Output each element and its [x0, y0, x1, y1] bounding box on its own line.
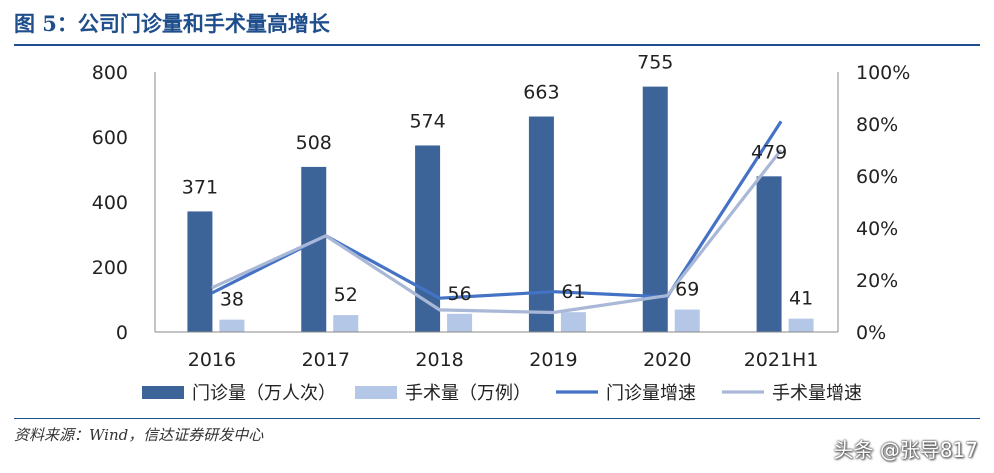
bar-surgery-2017 — [333, 315, 359, 332]
data-label-outpatient-2021H1: 479 — [751, 141, 787, 163]
data-label-surgery-2020: 69 — [675, 279, 699, 301]
data-label-outpatient-2018: 574 — [409, 110, 445, 132]
line-surgery-growth — [211, 149, 783, 315]
y-left-tick-label: 400 — [92, 192, 128, 214]
axes-layer: 0 200 400 600 800 0% 20% 40% 60% 80% 100% 2016 2017 2… — [92, 62, 911, 371]
bar-outpatient-2016 — [187, 211, 213, 332]
bar-surgery-2016 — [219, 319, 245, 332]
bar-outpatient-2017 — [301, 166, 327, 332]
x-tick-label: 2017 — [302, 349, 350, 371]
bar-outpatient-2018 — [415, 145, 441, 332]
data-label-outpatient-2016: 371 — [182, 176, 218, 198]
data-label-surgery-2019: 61 — [561, 281, 585, 303]
y-right-tick-label: 20% — [856, 270, 898, 292]
y-left-tick-label: 200 — [92, 257, 128, 279]
data-label-surgery-2021H1: 41 — [789, 288, 813, 310]
legend: 门诊量（万人次） 手术量（万例） 门诊量增速 手术量增速 — [142, 383, 862, 404]
legend-item-3: 门诊量增速 — [556, 383, 696, 404]
legend-label: 手术量增速 — [772, 383, 862, 404]
title-divider — [14, 44, 980, 46]
data-label-surgery-2018: 56 — [447, 283, 471, 305]
bar-surgery-2020 — [674, 309, 700, 332]
bar-outpatient-2020 — [642, 86, 668, 332]
legend-swatch — [142, 386, 184, 399]
bar-surgery-2021H1 — [788, 318, 814, 332]
bar-surgery-2019 — [560, 312, 586, 332]
y-right-tick-label: 80% — [856, 114, 898, 136]
labels-layer: 371 508 574 663 755 479 38 52 56 61 69 41 — [182, 52, 813, 311]
bar-surgery-2018 — [447, 313, 473, 332]
y-right-tick-label: 40% — [856, 218, 898, 240]
legend-swatch — [355, 386, 397, 399]
legend-label: 门诊量增速 — [606, 383, 696, 404]
legend-label: 手术量（万例） — [405, 383, 531, 404]
legend-item-4: 手术量增速 — [722, 383, 862, 404]
y-right-tick-label: 100% — [856, 62, 910, 84]
y-right-tick-label: 60% — [856, 166, 898, 188]
lines-layer — [211, 120, 783, 315]
data-label-surgery-2016: 38 — [220, 289, 244, 311]
data-label-surgery-2017: 52 — [334, 284, 358, 306]
legend-item-1: 门诊量（万人次） — [142, 383, 336, 404]
chart: 371 508 574 663 755 479 38 52 56 61 69 41 0 200 400 60… — [92, 52, 911, 404]
bar-outpatient-2019 — [528, 116, 554, 333]
legend-item-2: 手术量（万例） — [355, 383, 531, 404]
y-left-tick-label: 0 — [116, 322, 128, 344]
data-label-outpatient-2019: 663 — [523, 82, 559, 104]
x-tick-label: 2019 — [529, 349, 577, 371]
watermark: 头条 @张导817 — [833, 438, 978, 462]
source-divider — [14, 418, 980, 419]
y-right-tick-label: 0% — [856, 322, 886, 344]
y-left-tick-label: 800 — [92, 62, 128, 84]
source-note: 资料来源：Wind，信达证券研发中心 — [14, 426, 264, 444]
chart-title: 图 5：公司门诊量和手术量高增长 — [14, 11, 330, 36]
data-label-outpatient-2017: 508 — [296, 132, 332, 154]
x-tick-label: 2021H1 — [744, 349, 819, 371]
x-tick-label: 2018 — [415, 349, 463, 371]
x-tick-label: 2016 — [188, 349, 236, 371]
x-tick-label: 2020 — [643, 349, 691, 371]
bar-outpatient-2021H1 — [756, 176, 782, 332]
legend-label: 门诊量（万人次） — [192, 383, 336, 404]
y-left-tick-label: 600 — [92, 127, 128, 149]
data-label-outpatient-2020: 755 — [637, 52, 673, 74]
